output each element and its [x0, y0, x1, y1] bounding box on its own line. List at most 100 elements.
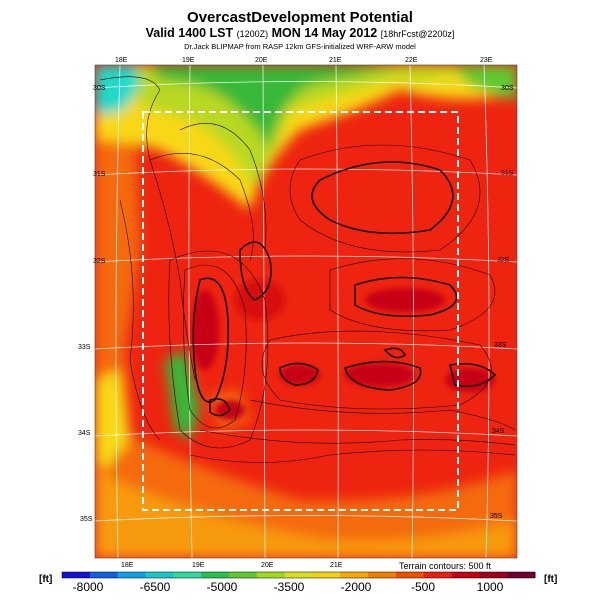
colorbar-swatch: [117, 572, 146, 578]
colorbar-swatch: [451, 572, 480, 578]
terrain-contour: [289, 144, 481, 253]
right-lat-label: 31S: [501, 170, 514, 177]
map-field: [95, 65, 517, 558]
colorbar-swatch: [256, 572, 286, 578]
colorbar-swatch: [62, 572, 91, 578]
right-lat-label: 35S: [490, 513, 503, 520]
terrain-contour: [239, 241, 272, 301]
terrain-contour: [383, 347, 407, 359]
valid-time: Valid 1400 LST: [145, 26, 234, 40]
parallel-31s: [94, 168, 518, 176]
field-green-coast: [165, 350, 200, 440]
colorbar-swatch: [89, 572, 119, 578]
terrain-contour: [354, 276, 458, 318]
chart-title: OvercastDevelopment Potential: [187, 9, 413, 26]
field-cyan-northwest: [95, 65, 140, 115]
meridian-20e: [262, 64, 266, 559]
meridian-18e: [115, 64, 121, 559]
colorbar-swatch: [312, 572, 341, 578]
valid-date: MON 14 May 2012: [271, 26, 378, 40]
right-lat-label: 32S: [497, 257, 510, 264]
parallel-34s: [94, 429, 518, 437]
meridian-21e: [335, 64, 339, 559]
top-lon-label: 20E: [255, 57, 268, 64]
parallel-30s: [94, 81, 518, 89]
colorbar-swatch: [284, 572, 313, 578]
valid-time-subtitle: Valid 1400 LST (1200Z) MON 14 May 2012 […: [0, 26, 600, 40]
top-lon-label: 22E: [405, 57, 418, 64]
field-darkred-core-3: [280, 365, 320, 385]
terrain-contour: [183, 264, 247, 429]
parallel-33s: [94, 342, 518, 350]
colorbar-swatch: [145, 572, 174, 578]
terrain-contour: [449, 362, 497, 388]
colorbar-tick-label: -8000: [72, 580, 104, 594]
terrain-contour: [179, 123, 267, 251]
colorbar-tick-label: -6500: [139, 580, 171, 594]
colorbar-unit-right: [ft]: [544, 574, 558, 585]
field-green-northeast: [450, 65, 517, 100]
forecast-hour: [18hrFcst@2200z]: [380, 29, 455, 39]
terrain-contour: [192, 277, 230, 403]
colorbar-swatch: [201, 572, 230, 578]
model-credit: Dr.Jack BLIPMAP from RASP 12km GFS-initi…: [184, 42, 416, 51]
terrain-contour: [344, 360, 422, 391]
terrain-contour: [261, 330, 492, 410]
terrain-contour: [189, 449, 516, 463]
colorbar-swatch: [479, 572, 508, 578]
meridian-23e: [483, 64, 490, 559]
terrain-contour: [168, 250, 269, 449]
colorbar-tick-label: -3500: [273, 580, 305, 594]
terrain-contour: [119, 199, 161, 441]
left-lat-label: 34S: [78, 430, 91, 437]
bottom-lon-label: 21E: [330, 562, 343, 569]
terrain-contour: [249, 399, 516, 431]
field-darkred-core-1: [191, 290, 219, 370]
bottom-lon-label: 20E: [261, 562, 274, 569]
terrain-contour: [209, 397, 231, 417]
top-lon-label: 21E: [329, 57, 342, 64]
colorbar-tick-label: -5000: [206, 580, 238, 594]
colorbar-tick-label: -2000: [340, 580, 372, 594]
terrain-contour: [311, 161, 454, 235]
field-orange-light-south: [95, 470, 517, 558]
colorbar: [61, 571, 536, 579]
domain-boundary: [142, 111, 459, 511]
field-yellow-west: [95, 370, 130, 470]
map-frame: [94, 64, 518, 559]
colorbar-swatch: [395, 572, 425, 578]
terrain-contours: [99, 76, 516, 463]
terrain-contour-note: Terrain contours: 500 ft: [399, 561, 492, 571]
graticule: [94, 64, 518, 559]
meridian-22e: [409, 64, 414, 559]
top-lon-label: 18E: [115, 57, 128, 64]
left-lat-label: 33S: [78, 344, 91, 351]
terrain-contour: [99, 76, 196, 381]
right-lat-label: 34S: [492, 428, 505, 435]
field-darkred-core-2: [345, 363, 415, 387]
colorbar-frame: [61, 571, 536, 579]
colorbar-unit-left: [ft]: [39, 574, 53, 585]
colorbar-tick-label: 1000: [476, 580, 504, 594]
parallel-32s: [94, 255, 518, 263]
bottom-lon-label: 18E: [121, 562, 134, 569]
field-darkred-core-4: [365, 288, 445, 312]
terrain-contour: [149, 153, 254, 261]
right-lat-label: 30S: [501, 85, 514, 92]
colorbar-swatch: [423, 572, 453, 578]
colorbar-swatch: [507, 572, 536, 578]
left-lat-label: 35S: [80, 516, 93, 523]
bottom-lon-label: 19E: [192, 562, 205, 569]
colorbar-swatch: [340, 572, 369, 578]
meridian-19e: [188, 64, 193, 559]
left-lat-label: 32S: [93, 258, 106, 265]
field-orange-west: [95, 120, 140, 450]
terrain-contour: [279, 362, 319, 386]
left-lat-label: 30S: [93, 85, 106, 92]
valid-time-utc: (1200Z): [236, 29, 269, 39]
field-green-north: [150, 65, 400, 150]
parallel-35s: [94, 515, 518, 522]
top-lon-label: 23E: [480, 57, 493, 64]
field-yellowgreen-north: [130, 65, 470, 190]
